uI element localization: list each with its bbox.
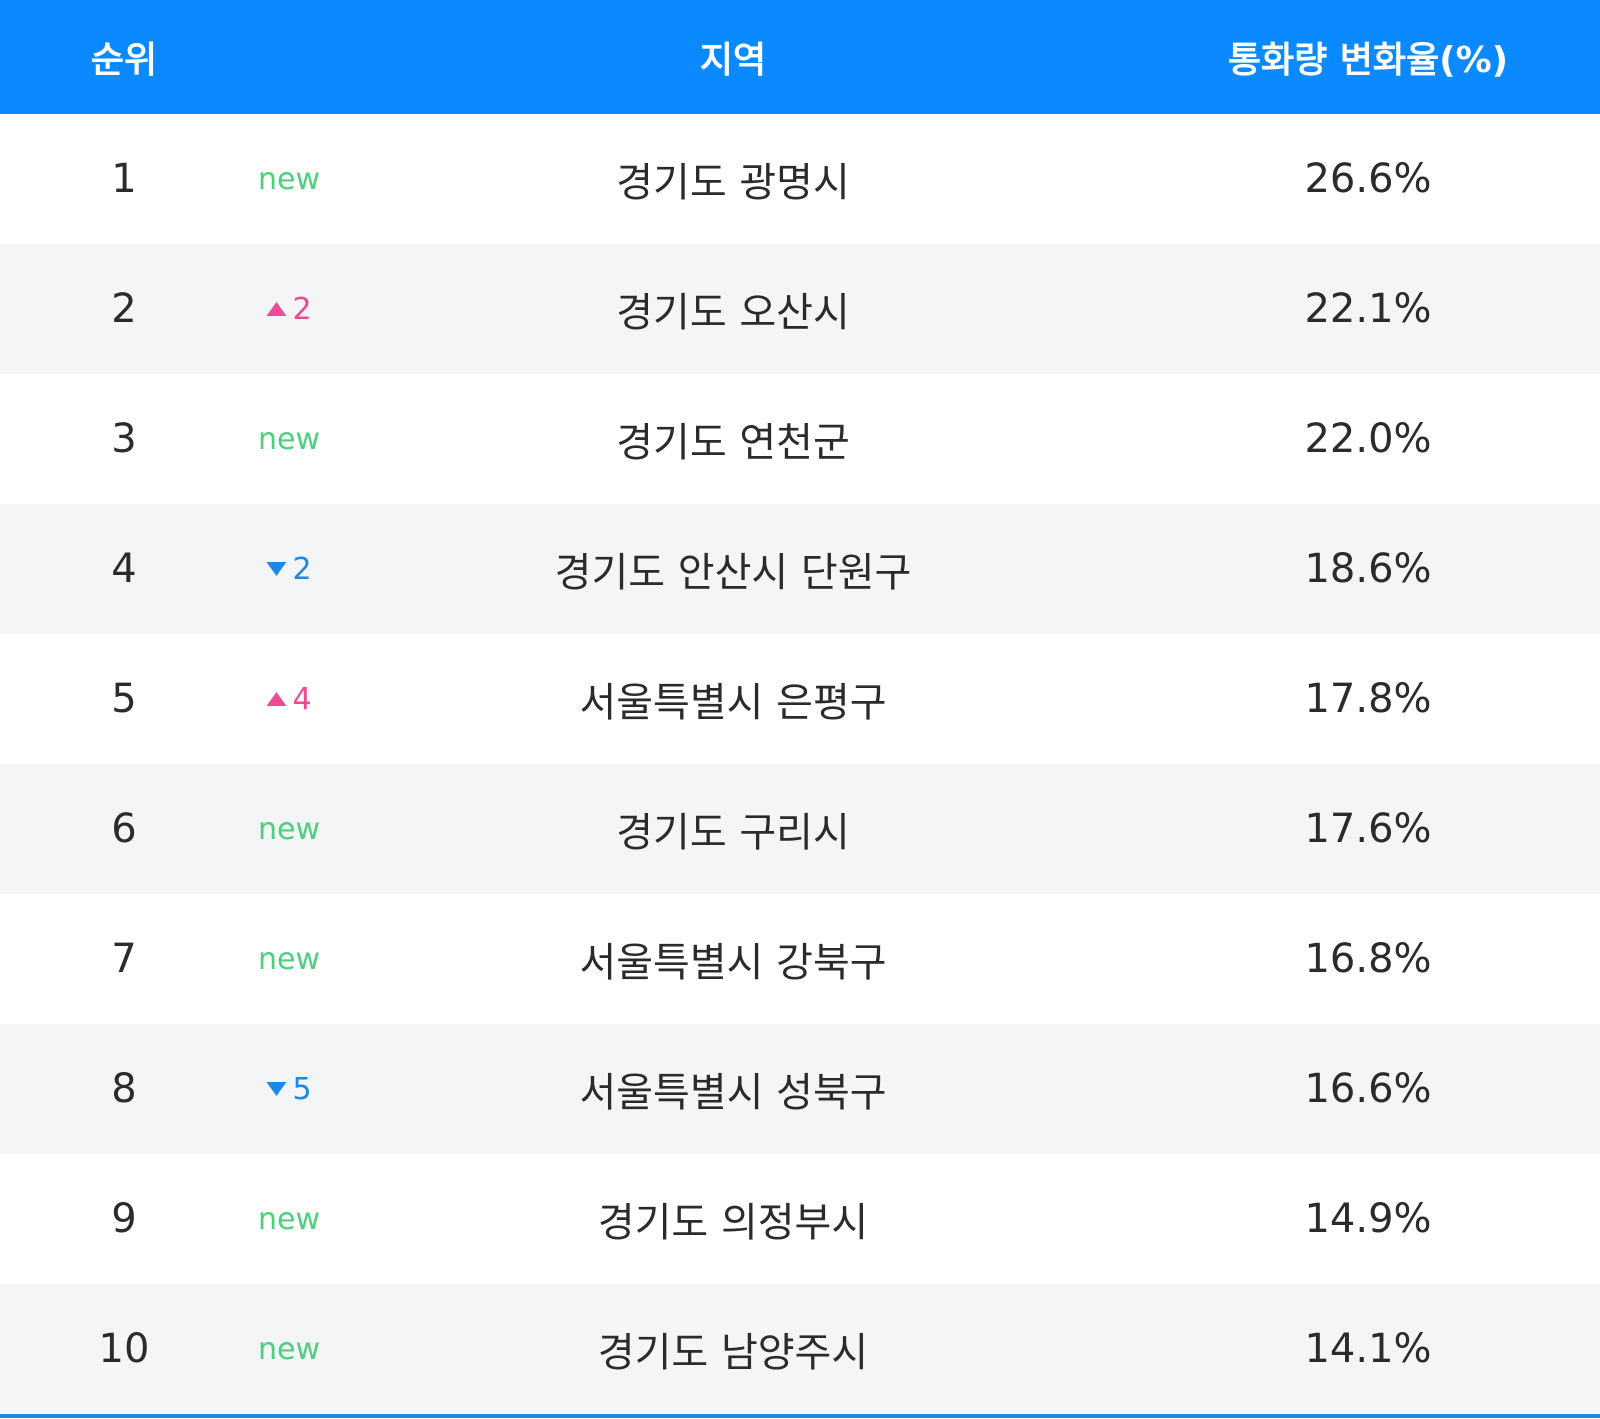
table-row: 9 new 경기도 의정부시 14.9% bbox=[0, 1154, 1600, 1284]
table-row: 1 new 경기도 광명시 26.6% bbox=[0, 114, 1600, 244]
header-cell: 통화량 변화율(%) bbox=[1227, 40, 1509, 81]
change-text: 2 bbox=[292, 551, 312, 587]
rank-cell: 3 bbox=[111, 416, 137, 462]
table-row: 5 4 서울특별시 은평구 17.8% bbox=[0, 634, 1600, 764]
region-cell: 서울특별시 강북구 bbox=[579, 940, 887, 986]
trend-arrow bbox=[266, 1082, 287, 1096]
change-cell: new bbox=[258, 374, 320, 504]
change-text: new bbox=[257, 161, 321, 197]
rank-cell: 10 bbox=[98, 1326, 150, 1372]
rank-cell: 5 bbox=[111, 676, 137, 722]
trend-arrow bbox=[266, 692, 287, 706]
rank-cell: 2 bbox=[111, 286, 137, 332]
change-cell: new bbox=[258, 1284, 320, 1414]
table-row: 4 2 경기도 안산시 단원구 18.6% bbox=[0, 504, 1600, 634]
bottom-border bbox=[0, 1414, 1600, 1418]
rate-cell: 22.1% bbox=[1304, 286, 1432, 332]
change-cell: 5 bbox=[266, 1024, 312, 1154]
header-cell: 순위 bbox=[90, 40, 158, 81]
region-cell: 경기도 연천군 bbox=[616, 420, 850, 466]
change-text: new bbox=[257, 1201, 321, 1237]
change-cell: new bbox=[258, 1154, 320, 1284]
rank-cell: 6 bbox=[111, 806, 137, 852]
rate-cell: 16.8% bbox=[1304, 936, 1432, 982]
rank-cell: 4 bbox=[111, 546, 137, 592]
trend-arrow bbox=[266, 302, 287, 316]
rate-cell: 14.9% bbox=[1304, 1196, 1432, 1242]
change-text: new bbox=[257, 421, 321, 457]
rate-cell: 18.6% bbox=[1304, 546, 1432, 592]
region-cell: 경기도 구리시 bbox=[616, 810, 850, 856]
region-cell: 서울특별시 성북구 bbox=[579, 1070, 887, 1116]
rank-cell: 1 bbox=[111, 156, 137, 202]
change-text: new bbox=[257, 811, 321, 847]
rank-cell: 7 bbox=[111, 936, 137, 982]
rate-cell: 17.6% bbox=[1304, 806, 1432, 852]
change-cell: new bbox=[258, 894, 320, 1024]
rank-cell: 9 bbox=[111, 1196, 137, 1242]
rank-cell: 8 bbox=[111, 1066, 137, 1112]
table-row: 8 5 서울특별시 성북구 16.6% bbox=[0, 1024, 1600, 1154]
change-cell: 2 bbox=[266, 504, 312, 634]
rate-cell: 14.1% bbox=[1304, 1326, 1432, 1372]
region-cell: 경기도 남양주시 bbox=[597, 1330, 869, 1376]
table-row: 7 new 서울특별시 강북구 16.8% bbox=[0, 894, 1600, 1024]
change-cell: new bbox=[258, 114, 320, 244]
change-text: new bbox=[257, 1331, 321, 1367]
region-cell: 경기도 의정부시 bbox=[597, 1200, 869, 1246]
table-row: 2 2 경기도 오산시 22.1% bbox=[0, 244, 1600, 374]
rate-cell: 17.8% bbox=[1304, 676, 1432, 722]
region-cell: 경기도 안산시 단원구 bbox=[554, 550, 912, 596]
table-header: 순위 지역 통화량 변화율(%) bbox=[0, 0, 1600, 114]
table-row: 3 new 경기도 연천군 22.0% bbox=[0, 374, 1600, 504]
header-cell: 지역 bbox=[699, 40, 767, 81]
change-cell: new bbox=[258, 764, 320, 894]
rate-cell: 26.6% bbox=[1304, 156, 1432, 202]
rate-cell: 16.6% bbox=[1304, 1066, 1432, 1112]
table-row: 10 new 경기도 남양주시 14.1% bbox=[0, 1284, 1600, 1414]
change-text: 2 bbox=[292, 291, 312, 327]
region-cell: 서울특별시 은평구 bbox=[579, 680, 887, 726]
table-row: 6 new 경기도 구리시 17.6% bbox=[0, 764, 1600, 894]
change-text: 5 bbox=[292, 1071, 312, 1107]
change-text: new bbox=[257, 941, 321, 977]
change-cell: 4 bbox=[266, 634, 312, 764]
region-cell: 경기도 광명시 bbox=[616, 160, 850, 206]
rate-cell: 22.0% bbox=[1304, 416, 1432, 462]
change-cell: 2 bbox=[266, 244, 312, 374]
trend-arrow bbox=[266, 562, 287, 576]
region-cell: 경기도 오산시 bbox=[616, 290, 850, 336]
change-text: 4 bbox=[292, 681, 312, 717]
